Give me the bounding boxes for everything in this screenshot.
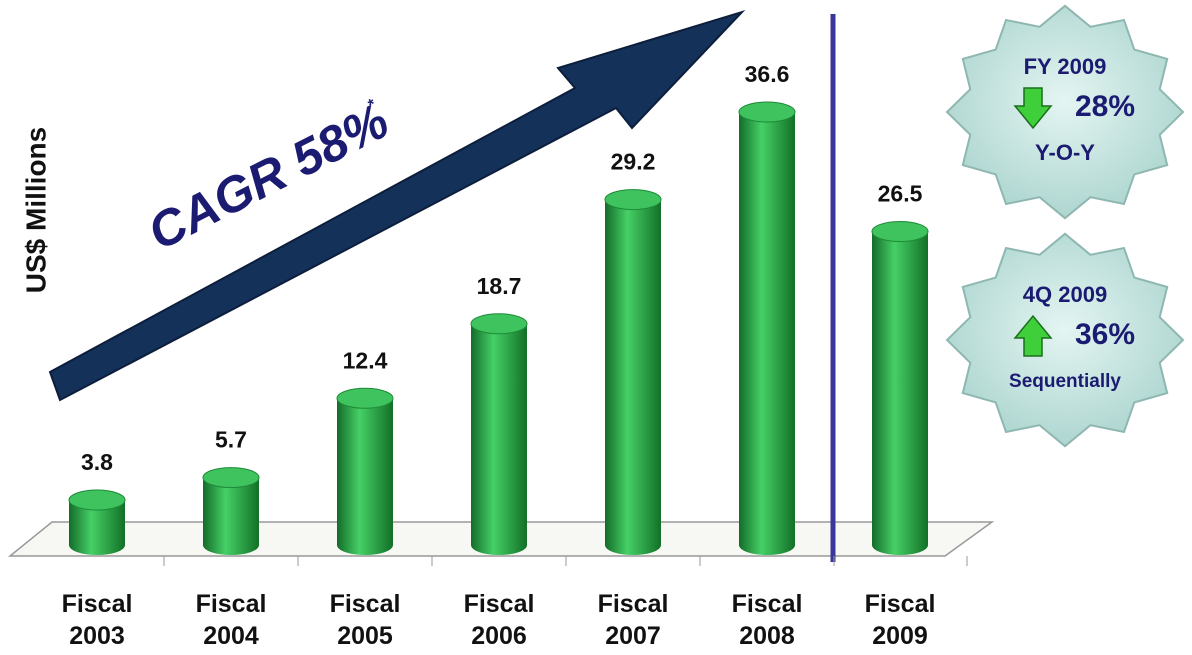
- value-label: 29.2: [611, 149, 656, 175]
- badge: FY 2009 28% Y-O-Y: [945, 4, 1185, 220]
- value-label: 5.7: [215, 427, 247, 453]
- badge: 4Q 2009 36% Sequentially: [945, 232, 1185, 448]
- value-label: 26.5: [878, 181, 923, 207]
- badge-value: 36%: [1075, 318, 1135, 351]
- badge-caption: Y-O-Y: [1035, 140, 1095, 165]
- bar: [336, 387, 394, 555]
- bar-body: [605, 199, 661, 555]
- growth-arrow: [48, 9, 746, 402]
- bar: [470, 313, 528, 555]
- bar-top: [202, 467, 260, 489]
- x-tick-label: Fiscal 2004: [195, 590, 267, 650]
- y-axis-label: US$ Millions: [20, 127, 51, 293]
- bar-top: [336, 387, 394, 409]
- badge-arrow: [1013, 314, 1053, 357]
- badge-title: FY 2009: [1024, 54, 1107, 79]
- x-tick-label: Fiscal 2008: [731, 590, 803, 650]
- bar-body: [69, 500, 125, 555]
- badge-title: 4Q 2009: [1023, 282, 1107, 307]
- badge-value: 28%: [1075, 90, 1135, 123]
- bar-body: [337, 398, 393, 555]
- badge-star: [945, 232, 1185, 448]
- badge-arrow: [1013, 87, 1053, 130]
- bar-top: [470, 313, 528, 335]
- bar-body: [872, 231, 928, 555]
- bar-top: [738, 101, 796, 123]
- bar: [604, 189, 662, 555]
- bar-top: [871, 221, 929, 243]
- x-tick-label: Fiscal 2007: [597, 590, 669, 650]
- bar: [871, 221, 929, 555]
- x-tick-label: Fiscal 2003: [61, 590, 133, 650]
- x-tick-label: Fiscal 2006: [463, 590, 535, 650]
- value-label: 12.4: [343, 347, 388, 373]
- value-label: 3.8: [81, 449, 113, 475]
- badge-caption: Sequentially: [1009, 371, 1121, 392]
- bar: [738, 101, 796, 555]
- bar: [68, 489, 126, 555]
- bar: [202, 467, 260, 555]
- value-label: 18.7: [477, 273, 522, 299]
- bar-body: [203, 477, 259, 555]
- bar-body: [739, 112, 795, 555]
- bar-top: [604, 189, 662, 211]
- bar-body: [471, 323, 527, 555]
- value-label: 36.6: [745, 61, 790, 87]
- bar-top: [68, 489, 126, 511]
- badge-star: [945, 4, 1185, 220]
- x-tick-label: Fiscal 2009: [864, 590, 936, 650]
- x-tick-label: Fiscal 2005: [329, 590, 401, 650]
